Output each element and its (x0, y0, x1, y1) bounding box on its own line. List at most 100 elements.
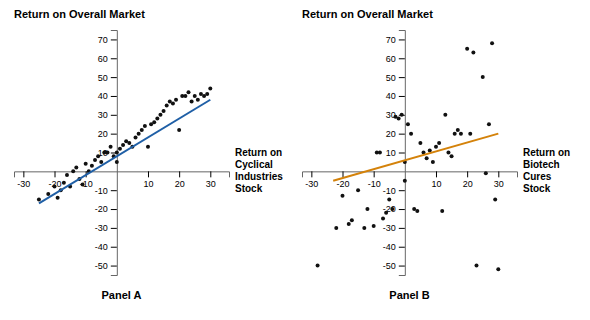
point (46, 192, 50, 196)
x-tick: 20 (463, 171, 473, 188)
point (434, 145, 438, 149)
y-tick: 60 (98, 54, 117, 64)
point (443, 113, 447, 117)
point (205, 92, 209, 96)
x-tick: 10 (431, 171, 441, 188)
x-tick-mark (311, 171, 312, 177)
y-tick: -20 (95, 204, 117, 214)
point (71, 169, 75, 173)
y-axis: -50-40-30-20-1010203040506070 (383, 31, 406, 276)
point (93, 158, 97, 162)
y-tick: 30 (98, 110, 117, 120)
point (190, 100, 194, 104)
x-axis-label: Return onBiotechCuresStock (523, 147, 570, 194)
y-tick-label: 20 (386, 129, 396, 139)
x-tick-mark (148, 171, 149, 177)
y-tick-mark (111, 115, 117, 116)
y-tick-mark (399, 190, 405, 191)
y-tick: 20 (98, 129, 117, 139)
x-tick-mark (467, 171, 468, 177)
y-tick-mark (399, 247, 405, 248)
point (481, 75, 485, 79)
y-tick: 30 (386, 110, 405, 120)
x-tick-label: 10 (143, 179, 153, 189)
y-tick: 60 (386, 54, 405, 64)
y-tick: -10 (383, 186, 405, 196)
marks (316, 41, 501, 271)
y-tick-mark (111, 247, 117, 248)
panel: -30-20-10102030-50-40-30-20-101020304050… (14, 8, 283, 301)
x-tick: -30 (17, 171, 30, 188)
x-axis-label: Return onCyclicalIndustriesStock (235, 147, 283, 194)
point (53, 184, 57, 188)
point (390, 207, 394, 211)
x-tick: 30 (494, 171, 504, 188)
point (446, 151, 450, 155)
y-tick-label: 20 (98, 129, 108, 139)
point (134, 135, 138, 139)
point (409, 132, 413, 136)
point (362, 226, 366, 230)
y-tick-label: 70 (98, 35, 108, 45)
y-tick-label: 60 (386, 54, 396, 64)
point (406, 122, 410, 126)
point (418, 141, 422, 145)
trend-line (39, 100, 210, 204)
y-tick-label: 30 (98, 110, 108, 120)
point (372, 224, 376, 228)
x-axis-label-line: Return on (235, 147, 282, 158)
point (459, 132, 463, 136)
point (84, 162, 88, 166)
point (96, 154, 100, 158)
point (387, 198, 391, 202)
y-tick: -30 (383, 223, 405, 233)
point (431, 160, 435, 164)
point (474, 264, 478, 268)
y-tick-mark (399, 153, 405, 154)
point (118, 147, 122, 151)
y-tick: 50 (98, 72, 117, 82)
point (90, 164, 94, 168)
point (174, 98, 178, 102)
x-tick: 20 (175, 171, 185, 188)
y-tick-mark (399, 96, 405, 97)
y-tick: -50 (95, 261, 117, 271)
point (490, 41, 494, 45)
y-tick-mark (399, 228, 405, 229)
y-tick: 40 (386, 91, 405, 101)
y-tick-mark (111, 228, 117, 229)
y-tick: -50 (383, 261, 405, 271)
point (440, 209, 444, 213)
x-axis-label-line: Cyclical (235, 159, 273, 170)
x-tick-label: -10 (80, 179, 93, 189)
x-tick-label: 20 (463, 179, 473, 189)
y-tick: -10 (95, 186, 117, 196)
y-tick-mark (111, 58, 117, 59)
y-tick: 70 (386, 35, 405, 45)
x-axis-label-line: Stock (235, 183, 263, 194)
y-tick-label: -20 (95, 204, 108, 214)
point (350, 218, 354, 222)
x-axis-label-line: Stock (523, 183, 551, 194)
point (378, 151, 382, 155)
marks (37, 86, 212, 203)
point (381, 216, 385, 220)
point (183, 94, 187, 98)
point (347, 222, 351, 226)
point (152, 120, 156, 124)
scatter-series (316, 41, 501, 271)
point (109, 145, 113, 149)
point (471, 51, 475, 55)
point (465, 47, 469, 51)
point (146, 145, 150, 149)
y-tick-label: 50 (386, 72, 396, 82)
y-tick: -40 (95, 242, 117, 252)
point (453, 132, 457, 136)
x-axis-line (15, 172, 230, 178)
point (81, 183, 85, 187)
y-axis: -50-40-30-20-1010203040506070 (95, 31, 118, 276)
point (56, 196, 60, 200)
point (127, 141, 131, 145)
point (165, 103, 169, 107)
point (400, 113, 404, 117)
